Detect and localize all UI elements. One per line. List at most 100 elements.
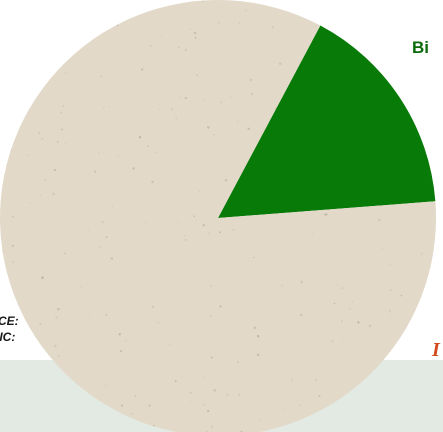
texture-speck	[207, 126, 210, 129]
texture-speck	[118, 156, 120, 158]
texture-speck	[138, 136, 142, 139]
texture-speck	[118, 333, 121, 336]
texture-speck	[52, 391, 55, 393]
texture-speck	[125, 339, 127, 342]
texture-speck	[88, 316, 90, 318]
texture-speck	[252, 397, 254, 399]
texture-speck	[238, 394, 241, 396]
texture-speck	[12, 407, 15, 409]
texture-speck	[64, 143, 66, 144]
texture-speck	[109, 105, 111, 107]
texture-speck	[301, 307, 303, 309]
texture-speck	[420, 252, 423, 255]
texture-speck	[152, 424, 155, 428]
texture-speck	[335, 284, 337, 286]
texture-speck	[189, 392, 192, 394]
texture-speck	[314, 293, 316, 295]
texture-speck	[7, 371, 10, 375]
texture-speck	[232, 228, 235, 231]
texture-speck	[184, 96, 187, 100]
texture-speck	[207, 191, 209, 193]
texture-speck	[30, 96, 33, 98]
texture-speck	[229, 103, 231, 105]
pie-slice-bi	[218, 25, 436, 218]
texture-speck	[342, 338, 344, 340]
texture-speck	[207, 232, 210, 235]
texture-speck	[210, 315, 212, 317]
texture-speck	[160, 36, 163, 38]
texture-speck	[177, 221, 179, 223]
texture-speck	[333, 402, 335, 404]
texture-speck	[202, 99, 204, 101]
texture-speck	[390, 314, 392, 316]
texture-speck	[323, 213, 326, 216]
texture-speck	[218, 22, 220, 24]
texture-speck	[157, 321, 160, 324]
texture-speck	[39, 194, 42, 196]
texture-speck	[189, 400, 191, 402]
texture-speck	[51, 367, 55, 370]
texture-speck	[340, 320, 344, 323]
texture-speck	[149, 44, 152, 47]
texture-speck	[299, 313, 303, 317]
texture-speck	[210, 356, 213, 359]
texture-speck	[110, 257, 114, 260]
texture-speck	[37, 91, 39, 93]
texture-speck	[202, 403, 205, 406]
texture-speck	[119, 349, 123, 353]
texture-speck	[311, 233, 313, 235]
texture-speck	[158, 108, 161, 110]
texture-speck	[152, 305, 154, 308]
texture-speck	[237, 120, 239, 123]
texture-speck	[219, 231, 221, 234]
texture-speck	[59, 111, 62, 114]
texture-speck	[210, 285, 213, 287]
texture-speck	[184, 238, 187, 241]
texture-speck	[259, 419, 262, 422]
texture-speck	[99, 411, 102, 413]
texture-speck	[341, 287, 344, 290]
texture-speck	[12, 215, 14, 218]
texture-speck	[251, 92, 254, 95]
texture-speck	[119, 418, 122, 420]
texture-speck	[216, 244, 218, 245]
texture-speck	[129, 53, 131, 55]
texture-speck	[241, 143, 243, 145]
texture-speck	[134, 394, 137, 397]
texture-speck	[238, 22, 241, 24]
texture-speck	[199, 38, 200, 40]
texture-speck	[65, 72, 67, 74]
texture-speck	[38, 132, 40, 134]
texture-speck	[249, 78, 253, 82]
texture-speck	[4, 147, 7, 150]
texture-speck	[207, 410, 210, 413]
texture-speck	[289, 2, 291, 4]
texture-speck	[101, 220, 104, 224]
texture-speck	[9, 66, 12, 69]
texture-speck	[74, 428, 77, 431]
texture-speck	[196, 74, 198, 76]
texture-speck	[352, 301, 354, 303]
texture-speck	[174, 380, 177, 383]
texture-speck	[190, 28, 191, 30]
texture-speck	[25, 322, 28, 325]
texture-speck	[39, 153, 41, 155]
texture-speck	[29, 202, 31, 204]
texture-speck	[71, 0, 74, 2]
texture-speck	[318, 395, 321, 397]
texture-speck	[175, 117, 178, 120]
slice-label-bi: Bi	[412, 38, 429, 57]
texture-speck	[281, 284, 283, 287]
texture-speck	[210, 425, 213, 429]
texture-speck	[331, 340, 334, 342]
texture-speck	[12, 261, 14, 263]
texture-speck	[61, 128, 64, 131]
texture-speck	[10, 149, 12, 151]
texture-speck	[58, 4, 61, 7]
texture-speck	[193, 215, 195, 217]
texture-speck	[89, 269, 91, 271]
texture-speck	[203, 376, 205, 378]
